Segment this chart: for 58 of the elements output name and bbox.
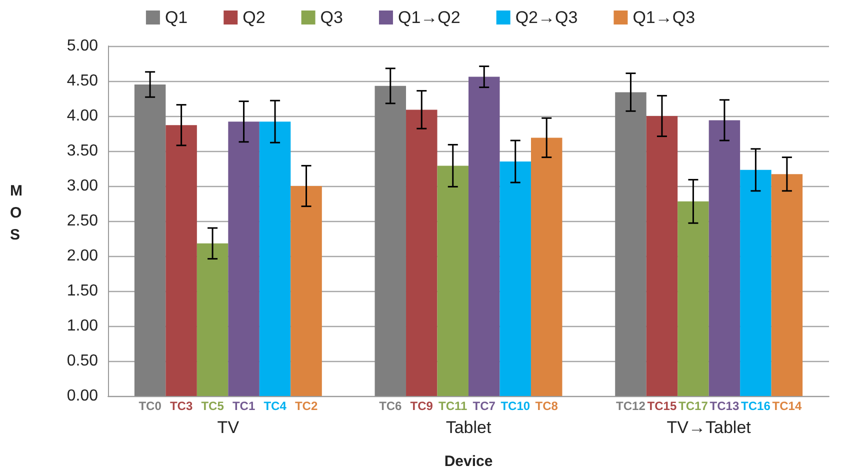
y-tick-label: 1.50 bbox=[66, 282, 98, 300]
data-label: TC14 bbox=[772, 399, 802, 413]
x-axis-title: Device bbox=[444, 453, 493, 470]
legend-label: Q3 bbox=[320, 8, 343, 27]
y-tick-label: 0.50 bbox=[66, 352, 98, 370]
bar bbox=[468, 76, 500, 396]
bar bbox=[166, 125, 197, 396]
bar bbox=[530, 138, 562, 396]
bar bbox=[228, 122, 260, 396]
data-label: TC3 bbox=[170, 399, 193, 413]
y-tick-label: 4.00 bbox=[66, 108, 98, 124]
bar bbox=[646, 116, 678, 396]
data-label: TC13 bbox=[710, 399, 740, 413]
data-label: TC17 bbox=[678, 399, 708, 413]
bar bbox=[771, 174, 803, 396]
data-label: TC2 bbox=[294, 399, 318, 413]
y-tick-label: 3.50 bbox=[66, 142, 98, 160]
x-tick-label: Tablet bbox=[446, 418, 492, 437]
data-label: TC0 bbox=[138, 399, 162, 413]
bar bbox=[259, 122, 291, 396]
y-tick-label: 1.00 bbox=[66, 318, 98, 334]
legend-label: Q1 bbox=[164, 8, 188, 27]
bar bbox=[196, 243, 228, 396]
bar bbox=[374, 86, 406, 396]
data-label: TC7 bbox=[472, 399, 496, 413]
data-label: TC15 bbox=[647, 399, 677, 413]
legend-label: Q2 bbox=[242, 8, 266, 27]
data-label: TC1 bbox=[232, 399, 256, 413]
x-tick-label: TV→Tablet bbox=[666, 418, 752, 437]
data-label: TC4 bbox=[264, 399, 287, 413]
legend-label: Q1→Q2 bbox=[398, 8, 460, 27]
y-axis-title: MOS bbox=[10, 182, 22, 244]
data-label: TC5 bbox=[201, 399, 224, 413]
y-tick-label: 4.50 bbox=[66, 72, 98, 90]
data-label: TC10 bbox=[500, 399, 530, 413]
bar bbox=[678, 201, 709, 396]
data-label: TC12 bbox=[616, 399, 646, 413]
legend-label: Q2→Q3 bbox=[515, 8, 578, 27]
bar bbox=[406, 110, 438, 396]
data-label: TC9 bbox=[410, 399, 434, 413]
data-label: TC6 bbox=[379, 399, 402, 413]
y-tick-label: 3.00 bbox=[66, 178, 98, 194]
data-label: TC11 bbox=[438, 399, 468, 413]
bar bbox=[134, 84, 166, 396]
x-tick-label: TV bbox=[217, 418, 240, 437]
legend-label: Q1→Q3 bbox=[632, 8, 696, 27]
data-label: TC8 bbox=[535, 399, 558, 413]
bar bbox=[437, 166, 468, 396]
bar bbox=[708, 120, 740, 396]
bar bbox=[500, 162, 531, 396]
data-label: TC16 bbox=[741, 399, 771, 413]
bar bbox=[615, 92, 646, 396]
bar bbox=[740, 170, 772, 396]
y-tick-label: 2.00 bbox=[66, 248, 98, 264]
y-tick-label: 5.00 bbox=[66, 38, 98, 54]
y-tick-label: 2.50 bbox=[66, 212, 98, 230]
bar bbox=[290, 186, 322, 396]
y-tick-label: 0.00 bbox=[66, 388, 98, 404]
